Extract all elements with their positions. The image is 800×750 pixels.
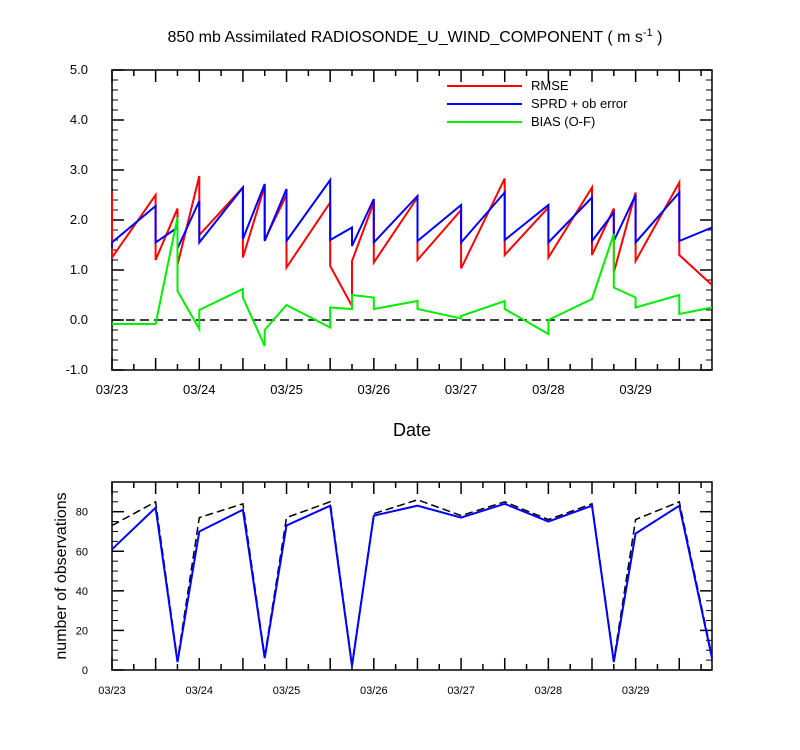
bottom-y-axis-label: number of observations — [53, 492, 70, 659]
bottom-x-tick-label: 03/26 — [360, 685, 388, 697]
bottom-y-tick-label: 40 — [76, 586, 88, 598]
top-panel: 03/23 03/24 03/25 03/26 03/27 03/28 03/29 -1.0 0… — [66, 62, 713, 440]
top-x-tick-label: 03/28 — [532, 382, 565, 397]
bottom-y-tick-label: 80 — [76, 507, 88, 519]
bottom-x-tick-label: 03/28 — [535, 685, 563, 697]
bottom-x-tick-label: 03/24 — [186, 685, 214, 697]
top-x-tick-label: 03/23 — [96, 382, 129, 397]
top-plot-frame — [111, 69, 713, 371]
top-x-tick-label: 03/27 — [445, 382, 478, 397]
top-y-tick-label: 4.0 — [70, 112, 88, 127]
series-bias-o-f — [112, 217, 713, 347]
top-y-tick-label: 2.0 — [70, 212, 88, 227]
top-y-tick-label: 5.0 — [70, 62, 88, 77]
bottom-y-tick-label: 20 — [76, 625, 88, 637]
bottom-x-tick-label: 03/23 — [98, 685, 126, 697]
top-y-tick-label: -1.0 — [66, 362, 88, 377]
top-x-tick-label: 03/29 — [619, 382, 652, 397]
bottom-x-tick-label: 03/29 — [622, 685, 650, 697]
series-obs-possible — [111, 499, 713, 665]
bottom-panel: 03/23 03/24 03/25 03/26 03/27 03/28 03/29 0 20 40… — [53, 481, 713, 697]
series-obs-used — [111, 502, 713, 667]
top-x-tick-label: 03/24 — [183, 382, 216, 397]
top-y-tick-label: 0.0 — [70, 312, 88, 327]
top-x-axis-label: Date — [393, 420, 431, 440]
legend-label: SPRD + ob error — [531, 96, 628, 111]
legend: RMSE SPRD + ob error BIAS (O-F) — [447, 78, 628, 129]
bottom-x-tick-label: 03/25 — [273, 685, 301, 697]
top-x-tick-label: 03/25 — [270, 382, 303, 397]
bottom-y-tick-label: 0 — [82, 665, 88, 677]
legend-label: BIAS (O-F) — [531, 114, 595, 129]
chart-title: 850 mb Assimilated RADIOSONDE_U_WIND_COM… — [168, 27, 663, 46]
bottom-y-tick-label: 60 — [76, 546, 88, 558]
top-y-tick-label: 1.0 — [70, 262, 88, 277]
bottom-plot-frame — [111, 481, 713, 671]
series-sprd-ob-error — [111, 176, 713, 249]
bottom-x-tick-label: 03/27 — [447, 685, 475, 697]
series-rmse — [111, 175, 713, 307]
top-x-tick-label: 03/26 — [358, 382, 391, 397]
top-y-tick-label: 3.0 — [70, 162, 88, 177]
legend-label: RMSE — [531, 78, 569, 93]
